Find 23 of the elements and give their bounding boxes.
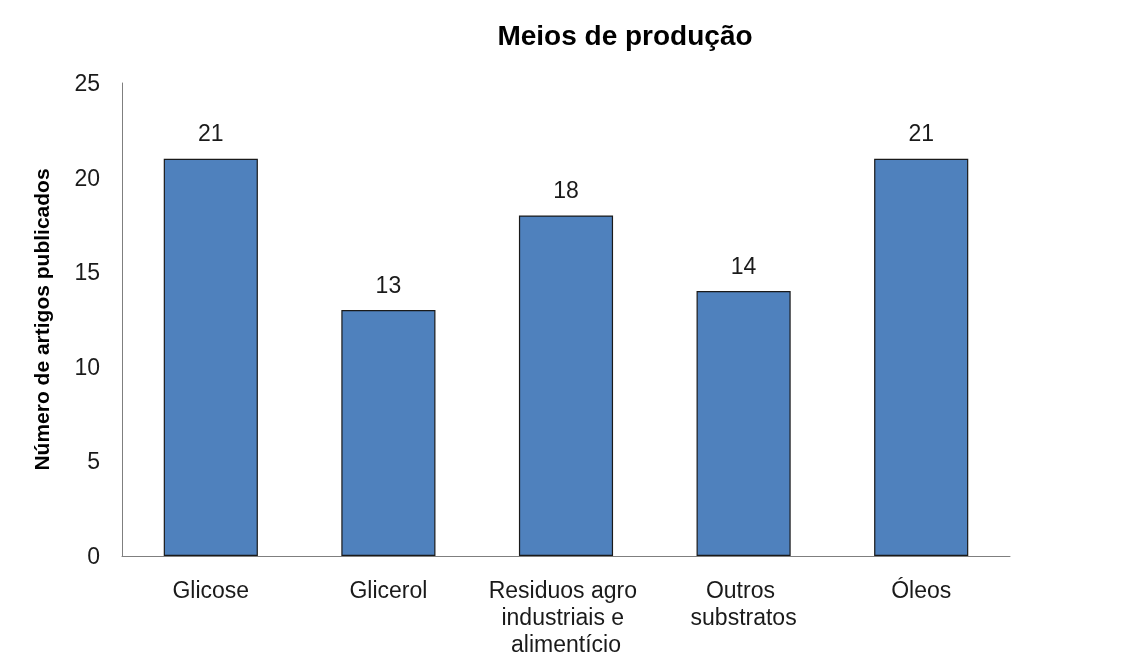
x-tick-label: Glicose [172, 576, 250, 603]
data-label: 21 [198, 120, 224, 147]
bar [874, 158, 969, 556]
x-tick-label: Residuos agro industriais e alimentício [488, 576, 644, 657]
chart-title: Meios de produção [497, 19, 753, 51]
data-label: 14 [730, 252, 757, 279]
x-tick-label: Outros substratos [690, 576, 797, 630]
bar [696, 291, 791, 556]
bar [163, 158, 258, 556]
bar [341, 310, 436, 556]
data-label: 13 [375, 271, 402, 298]
x-tick-label: Óleos [891, 576, 952, 603]
y-tick-label: 10 [74, 353, 100, 380]
y-tick-label: 20 [74, 164, 100, 191]
x-tick-label: Glicerol [349, 576, 428, 603]
y-tick-label: 25 [74, 70, 100, 96]
y-tick-label: 5 [87, 448, 100, 475]
y-tick-label: 0 [87, 543, 100, 569]
y-axis-title: Número de artigos publicados [30, 168, 53, 471]
y-tick-label: 15 [74, 259, 100, 286]
bar [518, 215, 614, 556]
data-label: 18 [553, 176, 579, 203]
data-label: 21 [908, 120, 934, 147]
